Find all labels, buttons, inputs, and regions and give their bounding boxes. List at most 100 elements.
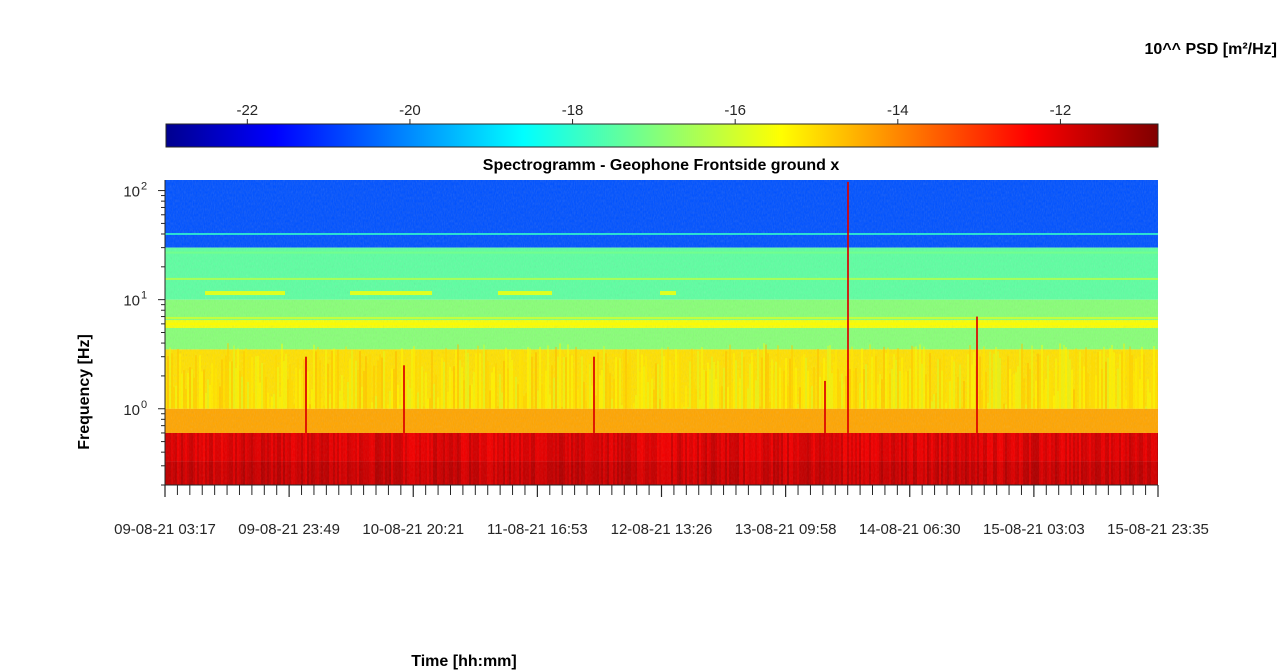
spectrogram-streak-low	[745, 432, 747, 485]
spectrogram-streak-low	[207, 432, 209, 485]
spectrogram-streak	[845, 375, 847, 409]
spectrogram-streak	[1123, 343, 1125, 409]
spectrogram-streak-low	[775, 432, 777, 485]
spectrogram-streak	[1067, 349, 1069, 409]
spectrogram-streak	[859, 383, 861, 409]
spectrogram-streak	[451, 371, 453, 409]
spectrogram-streak	[1015, 372, 1017, 409]
spectrogram-streak-low	[713, 432, 715, 485]
spectrogram-streak-low	[853, 432, 855, 485]
spectrogram-streak	[241, 376, 243, 409]
spectrogram-streak	[179, 353, 181, 409]
spectrogram-streak	[429, 398, 431, 409]
spectrogram-streak	[333, 348, 335, 409]
spectrogram-streak	[367, 363, 369, 409]
spectrogram-streak	[883, 346, 885, 409]
spectrogram-streak	[557, 356, 559, 409]
spectrogram-streak-low	[495, 432, 497, 485]
spectrogram-streak-low	[1103, 432, 1105, 485]
spectrogram-streak	[835, 349, 837, 409]
spectrogram-streak-low	[273, 432, 275, 485]
spectrogram-streak	[265, 376, 267, 409]
spectrogram-streak	[517, 384, 519, 409]
spectrogram-streak	[727, 386, 729, 409]
spectrogram-streak	[679, 353, 681, 409]
spectrogram-streak	[1029, 369, 1031, 409]
spectrogram-streak	[415, 356, 417, 409]
spectrogram-streak-low	[1039, 432, 1041, 485]
spectrogram-streak	[1007, 356, 1009, 409]
spectrogram-streak	[501, 392, 503, 409]
spectrogram-streak-low	[997, 432, 999, 485]
spectrogram-streak-low	[807, 432, 809, 485]
spectrogram-streak	[297, 358, 299, 409]
spectrogram-streak-low	[349, 432, 351, 485]
spectrogram-streak-low	[783, 432, 785, 485]
spectrogram-streak-low	[647, 432, 649, 485]
spectrogram-streak	[171, 353, 173, 409]
spectrogram-streak	[389, 390, 391, 409]
x-tick-label: 09-08-21 03:17	[114, 521, 216, 538]
spectrogram-streak-low	[453, 432, 455, 485]
spectrogram-streak	[987, 402, 989, 409]
spectrogram-streak-low	[509, 432, 511, 485]
spectrogram-streak	[863, 369, 865, 409]
spectrogram-streak-low	[581, 432, 583, 485]
spectrogram-streak-low	[1153, 432, 1155, 485]
spectrogram-streak	[955, 398, 957, 409]
spectrogram-streak	[641, 354, 643, 409]
spectrogram-streak	[803, 354, 805, 409]
spectrogram-streak-low	[1015, 432, 1017, 485]
spectrogram-streak	[1143, 354, 1145, 409]
spectrogram-streak	[257, 355, 259, 409]
spectrogram-streak	[633, 403, 635, 409]
spectrogram-streak-low	[669, 432, 671, 485]
spectral-line	[165, 316, 1158, 319]
spectrogram-streak	[1087, 373, 1089, 409]
spectrogram-streak	[459, 360, 461, 409]
spectrogram-streak	[453, 366, 455, 409]
spectrogram-streak	[1019, 348, 1021, 409]
spectrogram-streak	[771, 359, 773, 409]
spectrogram-streak	[279, 396, 281, 409]
x-tick-label: 12-08-21 13:26	[611, 521, 713, 538]
spectrogram-streak	[933, 394, 935, 409]
spectrogram-streak-low	[227, 432, 229, 485]
spectrogram-streak	[341, 375, 343, 409]
spectrogram-streak	[811, 386, 813, 409]
spectrogram-streak	[891, 369, 893, 409]
spectrogram-streak	[515, 376, 517, 409]
spectrogram-streak-low	[831, 432, 833, 485]
spectrogram-streak-low	[707, 432, 709, 485]
spectrogram-streak-low	[259, 432, 261, 485]
spectrogram-streak	[433, 384, 435, 409]
spectral-segment	[350, 291, 432, 296]
spectrogram-streak-low	[369, 432, 371, 485]
spectrogram-streak-low	[553, 432, 555, 485]
spectrogram-streak	[229, 361, 231, 409]
y-tick-label: 10	[123, 184, 140, 201]
spectrogram-streak	[211, 363, 213, 409]
spectrogram-streak-low	[661, 432, 663, 485]
spectrogram-streak	[1003, 403, 1005, 409]
spectrogram-streak	[1113, 352, 1115, 409]
spectrogram-streak-low	[319, 432, 321, 485]
spectrogram-streak	[947, 379, 949, 409]
spectrogram-streak-low	[1137, 432, 1139, 485]
spectrogram-streak	[381, 357, 383, 409]
spectrogram-streak-low	[1093, 432, 1095, 485]
spectrogram-streak	[377, 360, 379, 409]
x-tick-label: 15-08-21 23:35	[1107, 521, 1209, 538]
spectrogram-streak-low	[699, 432, 701, 485]
spectrogram-streak	[777, 345, 779, 409]
spectrogram-streak-low	[619, 432, 621, 485]
spectrogram-streak	[871, 356, 873, 409]
spectrogram-streak-low	[837, 432, 839, 485]
spectrogram-streak	[319, 360, 321, 409]
spectrogram-streak-low	[243, 432, 245, 485]
spectrogram-streak-low	[521, 432, 523, 485]
spectrogram-streak	[509, 351, 511, 409]
spectrogram-streak-low	[465, 432, 467, 485]
transient-spike	[403, 365, 405, 433]
spectrogram-streak-low	[519, 432, 521, 485]
